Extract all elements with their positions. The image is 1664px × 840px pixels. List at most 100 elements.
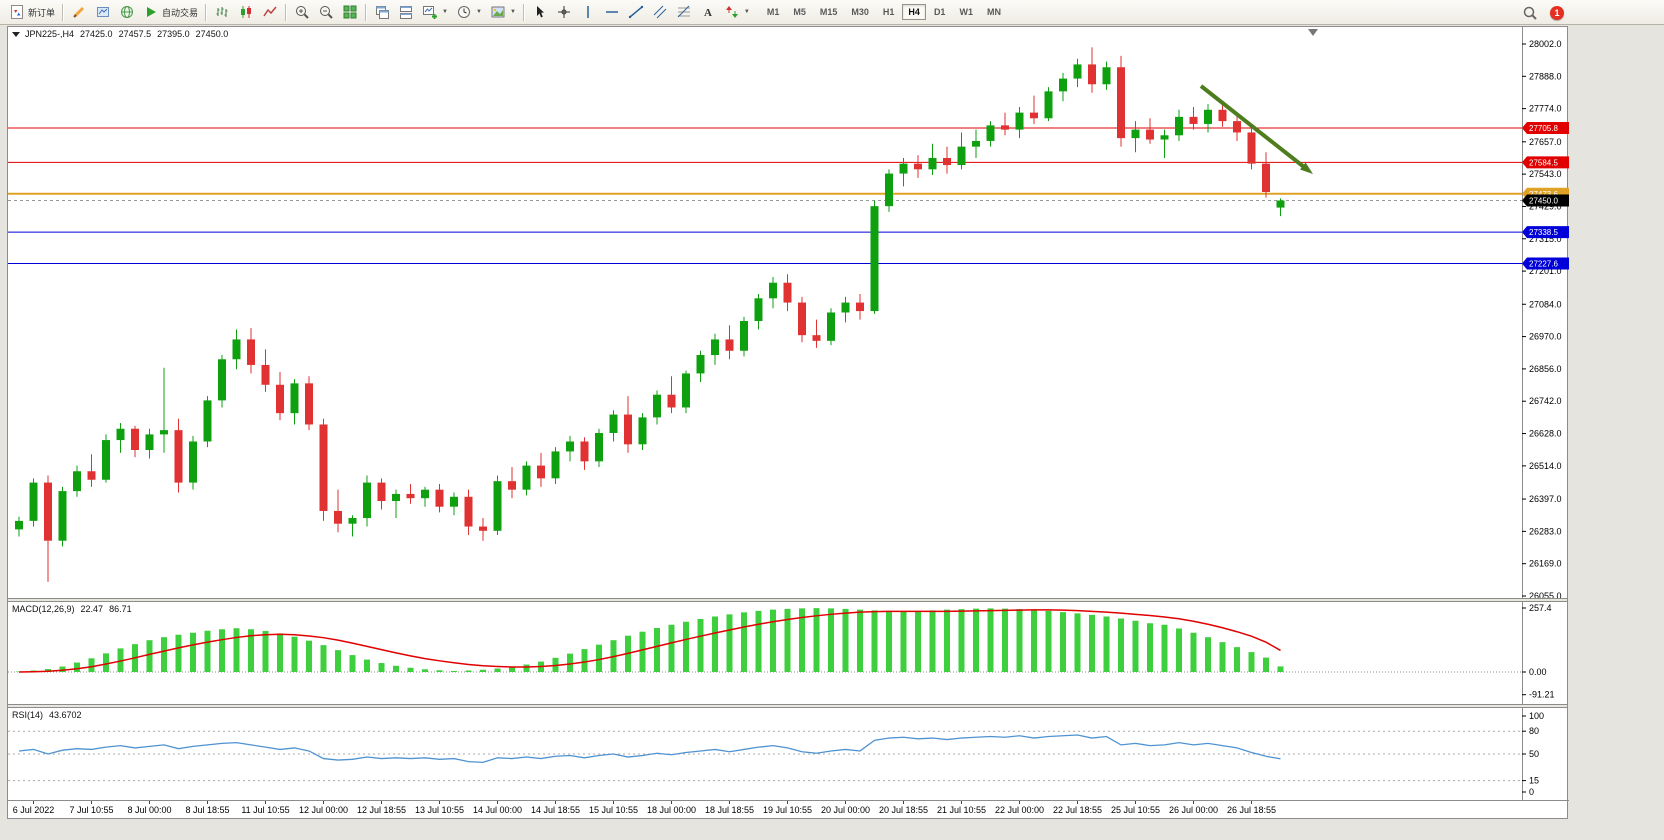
notification-badge[interactable]: 1 [1550,5,1564,20]
vertical-line-button[interactable] [576,2,600,23]
cursor-button[interactable] [528,2,552,23]
candlestick [145,434,154,450]
zoom-in-icon [296,6,309,19]
rsi-canvas[interactable]: 100 80 50 150 [8,708,1569,800]
svg-text:80: 80 [1529,726,1539,736]
trendline-button[interactable] [624,2,648,23]
cascade-windows-button[interactable] [370,2,394,23]
macd-canvas[interactable]: 257.4 0.00 -91.21 [8,602,1569,704]
candlestick [1059,78,1067,92]
candlestick [1160,135,1169,140]
candlestick [1073,64,1082,79]
svg-text:25 Jul 10:55: 25 Jul 10:55 [1111,805,1160,815]
candlestick [1189,116,1198,124]
timeframe-M5[interactable]: M5 [793,7,806,17]
candlestick [537,465,545,479]
timeframe-MN[interactable]: MN [986,7,1001,17]
candlestick [160,430,168,435]
styles-button[interactable] [67,2,91,23]
trend-arrow[interactable] [1199,84,1306,169]
candlestick [696,355,705,374]
svg-text:27084.0: 27084.0 [1529,299,1562,309]
timeframe-H4[interactable]: H4 [902,4,926,20]
candlestick [87,471,96,480]
timeframe-M15[interactable]: M15 [819,7,838,17]
profiles-button[interactable] [91,2,115,23]
price-chart-panel: 28002.027888.027774.027657.027543.027429… [8,27,1569,598]
line-chart-button[interactable] [258,2,282,23]
candlestick [1088,64,1096,85]
candlestick [29,482,38,521]
price-chart-canvas[interactable]: 28002.027888.027774.027657.027543.027429… [8,27,1569,598]
candlestick-chart-button[interactable] [234,2,258,23]
chevron-down-icon: ▼ [475,9,482,15]
candlestick [203,400,212,442]
new-chart-dropdown[interactable]: ▼ [418,2,452,23]
zoom-in-button[interactable] [290,2,314,23]
svg-text:26856.0: 26856.0 [1529,364,1562,374]
candlestick [261,364,270,385]
zoom-out-button[interactable] [314,2,338,23]
price-badge [1522,257,1569,270]
panel-splitter[interactable] [8,598,1567,602]
candlestick [928,157,937,170]
timeframe-M1[interactable]: M1 [766,7,780,17]
price-badge [1522,226,1569,239]
text-button[interactable]: A [696,2,720,23]
autotrading-button[interactable]: 自动交易 [139,2,202,23]
chart-window: 28002.027888.027774.027657.027543.027429… [7,26,1569,819]
chevron-down-icon: ▼ [509,9,516,15]
candlestick [711,339,719,356]
crosshair-button[interactable] [552,2,576,23]
timeframe-D1[interactable]: D1 [933,7,946,17]
arrange-windows-button[interactable] [394,2,418,23]
svg-text:26397.0: 26397.0 [1529,494,1562,504]
svg-text:A: A [704,7,712,19]
candlestick [914,163,922,170]
price-badge [1522,121,1569,134]
cascade-windows-icon [376,6,390,19]
timeframe-M30[interactable]: M30 [851,7,869,17]
candlestick [725,339,734,351]
search-button[interactable] [1518,2,1542,23]
templates-dropdown[interactable]: ▼ [486,2,520,23]
svg-text:18 Jul 18:55: 18 Jul 18:55 [705,805,754,815]
new-order-button[interactable]: 新订单 [5,2,59,23]
candlestick [943,157,951,166]
panel-splitter[interactable] [8,704,1567,708]
arrows-dropdown[interactable]: ▼ [720,2,754,23]
candlestick [1247,132,1256,164]
community-button[interactable] [115,2,139,23]
candlestick [44,482,52,541]
svg-text:6 Jul 2022: 6 Jul 2022 [13,805,55,815]
fibonacci-button[interactable] [672,2,696,23]
candlestick [667,394,676,408]
template-image-icon [491,6,505,18]
candlestick [218,359,226,401]
svg-text:257.4: 257.4 [1529,603,1552,613]
timeframe-H1[interactable]: H1 [882,7,895,17]
time-axis-canvas[interactable]: 6 Jul 2022 7 Jul 10:55 8 Jul 00:00 8 Jul 18… [8,800,1569,818]
svg-text:100: 100 [1529,711,1544,721]
rsi-line [18,734,1281,764]
globe-icon [121,6,134,18]
chevron-down-icon: ▼ [442,9,448,15]
tile-windows-button[interactable] [338,2,362,23]
svg-text:26055.0: 26055.0 [1529,591,1562,598]
bar-chart-button[interactable] [210,2,234,23]
periods-dropdown[interactable]: ▼ [452,2,486,23]
crosshair-icon [557,6,570,18]
svg-text:26970.0: 26970.0 [1529,332,1562,342]
toolbar-separator [62,3,65,21]
candlestick [899,163,908,174]
macd-panel: 257.4 0.00 -91.21 MACD(12,26,9) 22.47 86.7… [8,602,1567,704]
timeframe-W1[interactable]: W1 [959,7,973,17]
candlestick [319,424,328,511]
candlestick [972,140,980,147]
chart-shift-marker[interactable] [1308,29,1318,36]
new-chart-icon [423,6,438,19]
horizontal-line-button[interactable] [600,2,624,23]
candlestick [334,510,342,524]
channel-button[interactable] [648,2,672,23]
